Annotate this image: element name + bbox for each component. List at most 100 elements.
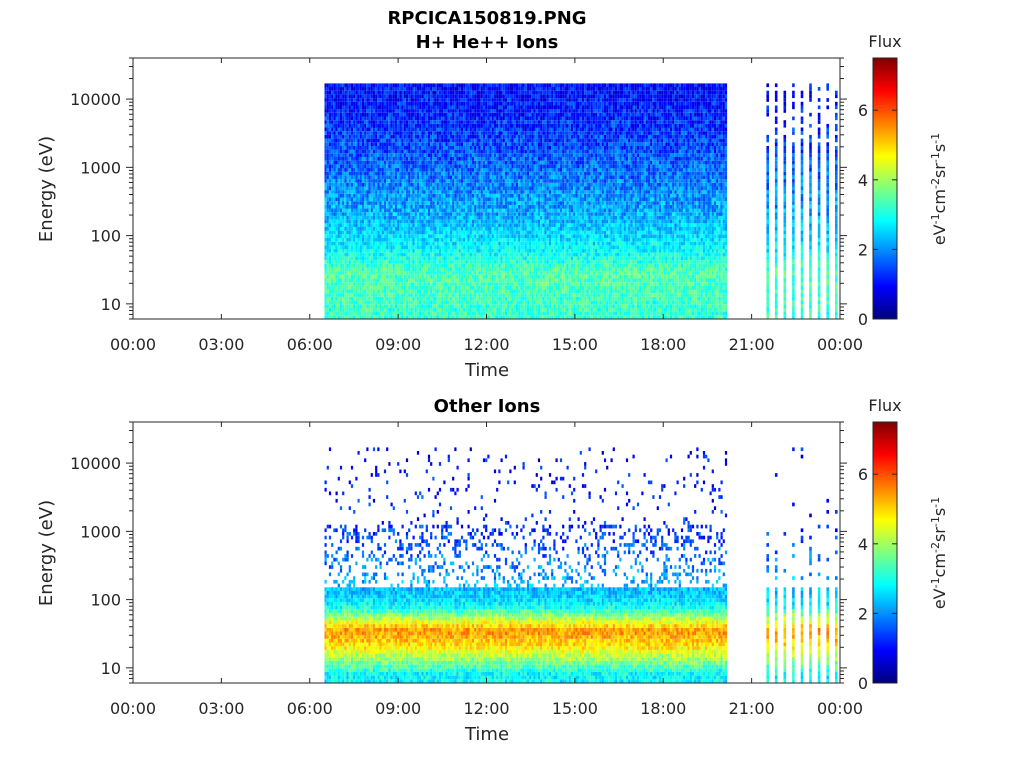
spectrogram-cell (414, 245, 417, 250)
spectrogram-cell (452, 87, 455, 91)
spectrogram-cell (366, 182, 369, 187)
spectrogram-cell (350, 304, 354, 308)
spectrogram-cell (399, 311, 402, 316)
spectrogram-cell (434, 83, 437, 88)
spectrogram-cell (401, 179, 404, 183)
spectrogram-cell (405, 263, 409, 268)
spectrogram-cell (331, 193, 334, 198)
spectrogram-cell (474, 227, 477, 231)
spectrogram-cell (386, 186, 389, 191)
spectrogram-cell (441, 171, 444, 176)
spectrogram-cell (425, 171, 428, 176)
spectrogram-cell (370, 263, 373, 268)
spectrogram-cell (346, 87, 349, 91)
spectrogram-cell (386, 164, 389, 169)
spectrogram-cell (379, 219, 382, 224)
spectrogram-cell (390, 267, 393, 272)
spectrogram-cell (394, 186, 398, 191)
spectrogram-cell (331, 282, 334, 286)
spectrogram-cell (346, 234, 349, 238)
spectrogram-cell (425, 138, 428, 143)
spectrogram-cell (423, 311, 426, 316)
spectrogram-cell (344, 98, 347, 102)
spectrogram-cell (346, 201, 349, 205)
spectrogram-cell (381, 171, 384, 176)
spectrogram-cell (436, 168, 439, 172)
spectrogram-cell (432, 116, 435, 121)
spectrogram-cell (403, 308, 406, 312)
spectrogram-cell (456, 241, 459, 246)
spectrogram-cell (375, 87, 378, 91)
spectrogram-cell (326, 131, 329, 135)
spectrogram-cell (375, 315, 378, 319)
spectrogram-cell (342, 83, 345, 88)
spectrogram-cell (438, 263, 442, 268)
spectrogram-cell (392, 134, 395, 139)
spectrogram-cell (331, 101, 334, 106)
spectrogram-cell (346, 123, 349, 128)
spectrogram-cell (458, 219, 461, 224)
spectrogram-cell (344, 315, 347, 319)
spectrogram-cell (357, 186, 360, 191)
spectrogram-cell (372, 149, 376, 154)
spectrogram-cell (460, 116, 464, 121)
spectrogram-cell (361, 227, 365, 231)
spectrogram-cell (427, 278, 431, 283)
spectrogram-cell (427, 252, 431, 257)
spectrogram-cell (364, 87, 367, 91)
spectrogram-cell (397, 278, 400, 283)
spectrogram-cell (377, 289, 380, 294)
spectrogram-cell (401, 300, 404, 305)
spectrogram-cell (350, 142, 354, 146)
spectrogram-cell (346, 149, 349, 154)
spectrogram-cell (460, 190, 464, 194)
spectrogram-cell (458, 304, 461, 308)
spectrogram-cell (478, 186, 481, 191)
spectrogram-cell (388, 123, 391, 128)
spectrogram-cell (416, 204, 420, 209)
spectrogram-cell (361, 274, 365, 279)
spectrogram-cell (383, 208, 387, 213)
spectrogram-cell (425, 134, 428, 139)
spectrogram-cell (364, 164, 367, 169)
spectrogram-cell (392, 263, 395, 268)
spectrogram-cell (405, 101, 409, 106)
spectrogram-cell (469, 160, 472, 165)
spectrogram-cell (419, 260, 422, 264)
spectrogram-cell (364, 94, 367, 99)
spectrogram-cell (452, 293, 455, 297)
spectrogram-cell (403, 223, 406, 227)
spectrogram-cell (445, 131, 448, 135)
spectrogram-cell (489, 83, 492, 88)
spectrogram-cell (463, 249, 466, 253)
spectrogram-cell (377, 94, 380, 99)
spectrogram-cell (405, 157, 409, 161)
spectrogram-cell (447, 282, 450, 286)
spectrogram-cell (419, 204, 422, 209)
spectrogram-cell (370, 267, 373, 272)
spectrogram-cell (346, 300, 349, 305)
spectrogram-cell (408, 164, 411, 169)
spectrogram-cell (445, 230, 448, 235)
spectrogram-cell (474, 241, 477, 246)
spectrogram-cell (410, 153, 413, 157)
spectrogram-cell (434, 171, 437, 176)
spectrogram-cell (375, 278, 378, 283)
spectrogram-cell (421, 212, 424, 216)
spectrogram-cell (359, 278, 362, 283)
spectrogram-cell (379, 311, 382, 316)
spectrogram-cell (326, 197, 329, 202)
spectrogram-cell (491, 208, 494, 213)
spectrogram-cell (482, 120, 486, 124)
spectrogram-cell (344, 274, 347, 279)
spectrogram-cell (441, 94, 444, 99)
spectrogram-cell (485, 282, 488, 286)
spectrogram-cell (337, 285, 340, 290)
spectrogram-cell (331, 179, 334, 183)
spectrogram-cell (333, 193, 336, 198)
spectrogram-cell (430, 193, 433, 198)
spectrogram-cell (471, 146, 475, 150)
spectrogram-cell (397, 204, 400, 209)
spectrogram-cell (348, 215, 351, 220)
spectrogram-cell (364, 238, 367, 242)
